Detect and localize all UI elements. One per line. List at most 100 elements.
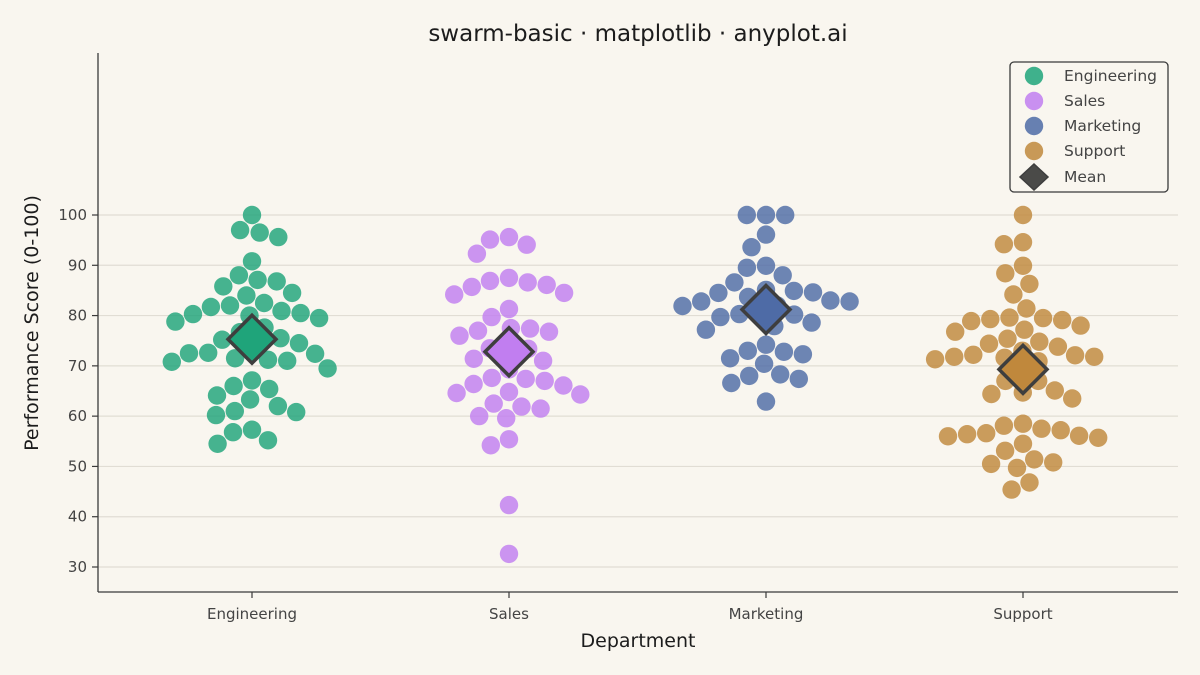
data-point	[754, 354, 774, 373]
grid-lines	[98, 214, 1178, 568]
y-tick-label: 30	[68, 558, 87, 576]
data-point	[208, 434, 227, 453]
mean-markers	[225, 283, 1050, 396]
data-point	[1065, 346, 1085, 365]
data-point	[994, 416, 1014, 435]
data-point	[1020, 274, 1039, 294]
data-point	[250, 223, 269, 242]
data-point	[499, 299, 519, 319]
data-point	[291, 303, 310, 323]
data-point	[1025, 450, 1044, 469]
data-point	[482, 307, 501, 327]
data-point	[756, 256, 776, 275]
data-point	[272, 301, 291, 321]
data-point	[711, 307, 730, 327]
y-tick-label: 90	[68, 256, 87, 274]
data-point	[464, 349, 483, 368]
legend-marker	[1024, 116, 1044, 136]
y-tick-label: 50	[68, 457, 87, 475]
data-point	[776, 205, 795, 225]
data-point	[982, 384, 1001, 404]
data-point	[720, 349, 740, 368]
legend-label: Sales	[1064, 92, 1105, 110]
data-point	[531, 399, 550, 418]
data-point	[499, 227, 519, 247]
data-point	[1045, 381, 1065, 400]
data-point	[1013, 205, 1033, 225]
x-ticks: Engineering Sales Marketing Support	[207, 592, 1053, 623]
data-point	[237, 286, 256, 305]
data-point	[201, 297, 221, 317]
data-point	[309, 308, 329, 328]
data-point	[199, 343, 218, 362]
data-point	[938, 427, 958, 446]
data-point	[793, 345, 813, 364]
data-point	[996, 264, 1015, 283]
data-point	[1013, 233, 1033, 252]
data-point	[740, 366, 759, 386]
data-point	[289, 334, 309, 353]
data-point	[248, 270, 267, 290]
data-point	[242, 420, 262, 439]
data-point	[1069, 426, 1089, 445]
data-point	[305, 344, 325, 363]
data-point	[499, 495, 519, 515]
data-point	[946, 322, 965, 341]
data-point	[450, 326, 469, 345]
data-point	[945, 347, 964, 366]
data-point	[287, 402, 306, 422]
legend-marker	[1024, 91, 1044, 111]
data-point	[268, 396, 288, 416]
data-point	[206, 405, 226, 425]
data-point	[756, 392, 776, 411]
y-tick-label: 60	[68, 407, 87, 425]
data-point	[1030, 332, 1049, 351]
data-point	[318, 359, 337, 378]
data-point	[803, 283, 823, 302]
data-point	[517, 235, 536, 254]
mean-marker	[225, 312, 279, 366]
data-point	[725, 273, 744, 292]
data-point	[462, 277, 481, 297]
data-point	[771, 365, 790, 384]
data-point	[220, 296, 240, 315]
data-point	[254, 293, 274, 313]
data-point	[1013, 434, 1033, 453]
data-point	[802, 313, 821, 332]
data-point	[470, 406, 489, 426]
data-point	[962, 311, 981, 331]
data-point	[512, 397, 531, 416]
data-point	[840, 292, 859, 311]
mean-marker	[739, 283, 793, 337]
data-point	[468, 321, 488, 340]
data-point	[789, 369, 808, 389]
x-axis-label: Department	[581, 630, 696, 652]
data-point	[497, 409, 516, 428]
data-point	[162, 352, 181, 371]
data-point	[240, 390, 260, 409]
data-point	[554, 283, 574, 303]
data-point	[742, 238, 761, 257]
data-point	[537, 275, 556, 295]
data-point	[738, 341, 757, 360]
legend-box	[1009, 61, 1169, 193]
data-point	[1044, 453, 1063, 472]
data-point	[1007, 458, 1027, 478]
data-point	[467, 244, 487, 263]
data-point	[1004, 285, 1023, 304]
data-point	[756, 335, 776, 354]
data-point	[480, 271, 500, 291]
y-tick-label: 100	[58, 206, 87, 224]
data-point	[225, 349, 245, 368]
data-point	[481, 436, 500, 455]
data-point	[964, 345, 983, 364]
data-point	[516, 369, 535, 389]
data-point	[692, 292, 711, 311]
data-point	[821, 291, 840, 310]
y-ticks: 30 40 50 60 70 80 90 100	[58, 206, 98, 576]
data-point	[1048, 337, 1068, 356]
data-point	[995, 441, 1015, 460]
data-point	[258, 431, 278, 450]
data-point	[447, 383, 466, 403]
